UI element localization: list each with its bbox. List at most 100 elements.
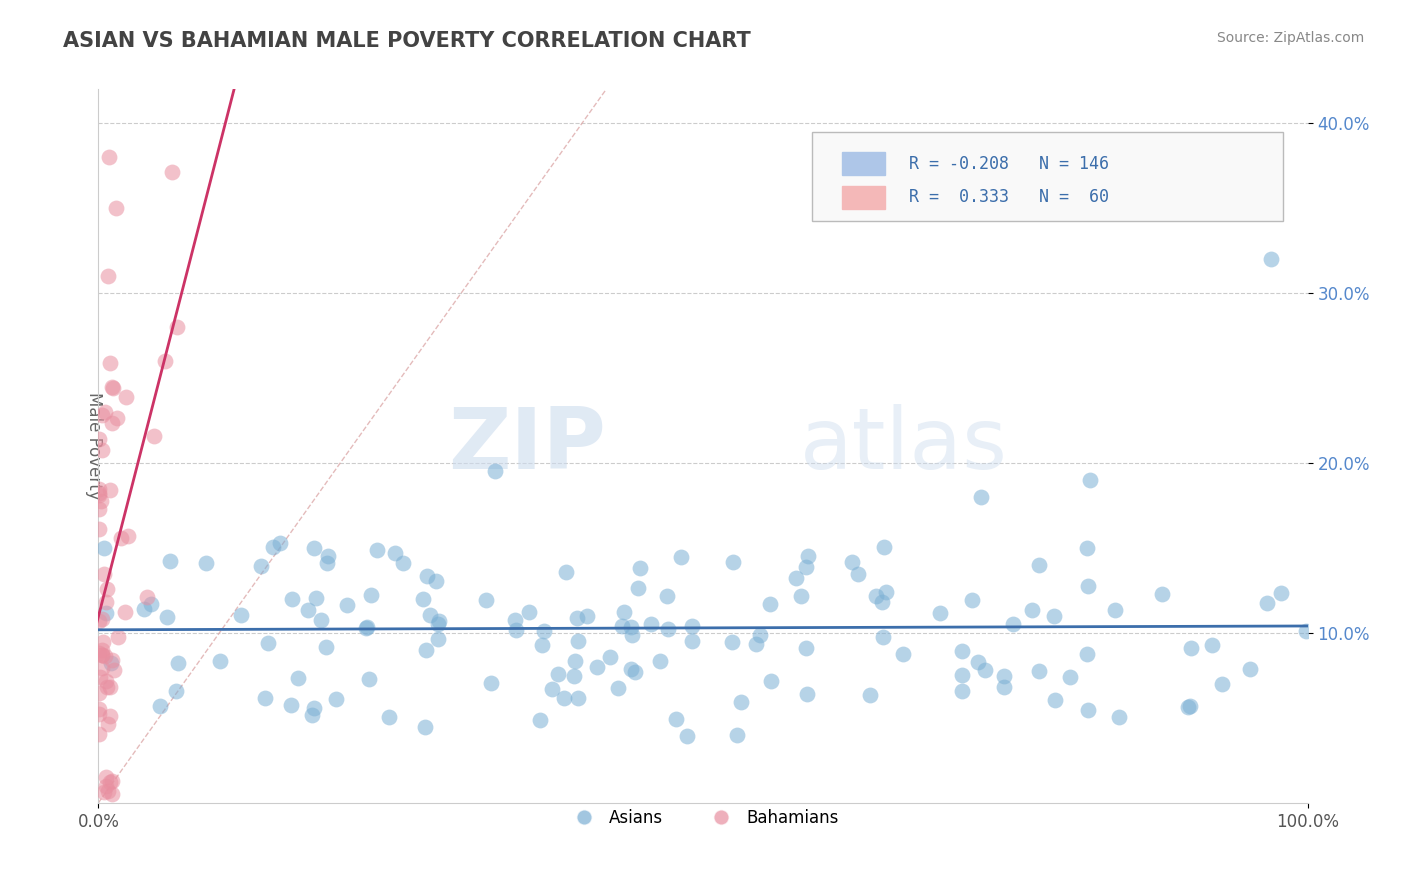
Bahamians: [87, 433, 110, 447]
Asians: [165, 683, 187, 698]
Asians: [721, 555, 744, 569]
Asians: [1076, 648, 1098, 662]
Asians: [1180, 641, 1202, 656]
Asians: [725, 729, 748, 743]
Bahamians: [90, 408, 112, 422]
Asians: [613, 605, 636, 619]
Asians: [141, 597, 163, 611]
Asians: [974, 663, 997, 677]
Asians: [796, 687, 818, 701]
Bahamians: [87, 727, 110, 741]
Asians: [865, 589, 887, 603]
Bahamians: [90, 493, 112, 508]
Asians: [309, 613, 332, 627]
Asians: [993, 669, 1015, 683]
Asians: [415, 569, 437, 583]
Bahamians: [87, 685, 110, 699]
Asians: [599, 649, 621, 664]
Asians: [1239, 662, 1261, 676]
Bahamians: [107, 630, 129, 644]
Asians: [1002, 617, 1025, 632]
Bahamians: [101, 653, 124, 667]
Asians: [607, 681, 630, 695]
Bahamians: [166, 320, 188, 334]
Asians: [665, 712, 688, 726]
Asians: [425, 574, 447, 588]
Asians: [505, 613, 527, 627]
Asians: [730, 695, 752, 709]
Asians: [1043, 609, 1066, 624]
Asians: [875, 585, 897, 599]
Asians: [132, 601, 155, 615]
Asians: [287, 672, 309, 686]
Asians: [745, 637, 768, 651]
Asians: [541, 682, 564, 697]
Asians: [149, 699, 172, 714]
Asians: [796, 641, 818, 656]
Asians: [846, 567, 869, 582]
Asians: [479, 676, 502, 690]
Asians: [681, 633, 703, 648]
Asians: [1150, 587, 1173, 601]
Asians: [970, 490, 993, 504]
Bahamians: [110, 531, 132, 545]
Asians: [304, 701, 326, 715]
Bahamians: [94, 595, 117, 609]
Asians: [1028, 664, 1050, 678]
Asians: [249, 559, 271, 574]
Bahamians: [94, 770, 117, 784]
Asians: [872, 541, 894, 555]
Bahamians: [101, 787, 124, 801]
Asians: [412, 592, 434, 607]
Asians: [96, 606, 118, 620]
Asians: [1021, 603, 1043, 617]
Bahamians: [90, 612, 112, 626]
Asians: [1270, 585, 1292, 599]
Bahamians: [101, 774, 124, 789]
Bahamians: [101, 381, 124, 395]
Asians: [761, 674, 783, 689]
Asians: [533, 624, 555, 638]
Bahamians: [96, 779, 118, 793]
Asians: [195, 557, 218, 571]
Asians: [950, 684, 973, 698]
Asians: [612, 619, 634, 633]
Asians: [209, 655, 232, 669]
Asians: [891, 648, 914, 662]
Bahamians: [94, 648, 117, 663]
Asians: [796, 549, 818, 563]
Asians: [474, 593, 496, 607]
Bahamians: [114, 390, 136, 404]
Bahamians: [103, 664, 125, 678]
Asians: [620, 661, 643, 675]
Bahamians: [98, 150, 121, 164]
Asians: [304, 541, 326, 555]
Bahamians: [87, 615, 110, 629]
Bahamians: [91, 648, 114, 663]
Text: ASIAN VS BAHAMIAN MALE POVERTY CORRELATION CHART: ASIAN VS BAHAMIAN MALE POVERTY CORRELATI…: [63, 31, 751, 51]
Asians: [872, 630, 894, 644]
Bahamians: [97, 784, 120, 798]
Asians: [1178, 699, 1201, 714]
Bahamians: [105, 411, 128, 425]
Asians: [676, 729, 699, 743]
Bahamians: [93, 785, 115, 799]
Asians: [950, 668, 973, 682]
Bahamians: [135, 590, 157, 604]
Text: R = -0.208   N = 146: R = -0.208 N = 146: [908, 154, 1108, 172]
Bahamians: [162, 165, 184, 179]
Asians: [1108, 710, 1130, 724]
Asians: [356, 620, 378, 634]
Asians: [681, 619, 703, 633]
Asians: [280, 698, 302, 713]
Asians: [315, 640, 337, 655]
Bahamians: [89, 702, 111, 716]
Bahamians: [114, 605, 136, 619]
Asians: [1078, 473, 1101, 487]
Asians: [1104, 603, 1126, 617]
Text: Source: ZipAtlas.com: Source: ZipAtlas.com: [1216, 31, 1364, 45]
Asians: [100, 656, 122, 670]
Asians: [567, 634, 589, 648]
Asians: [870, 595, 893, 609]
Asians: [628, 560, 651, 574]
